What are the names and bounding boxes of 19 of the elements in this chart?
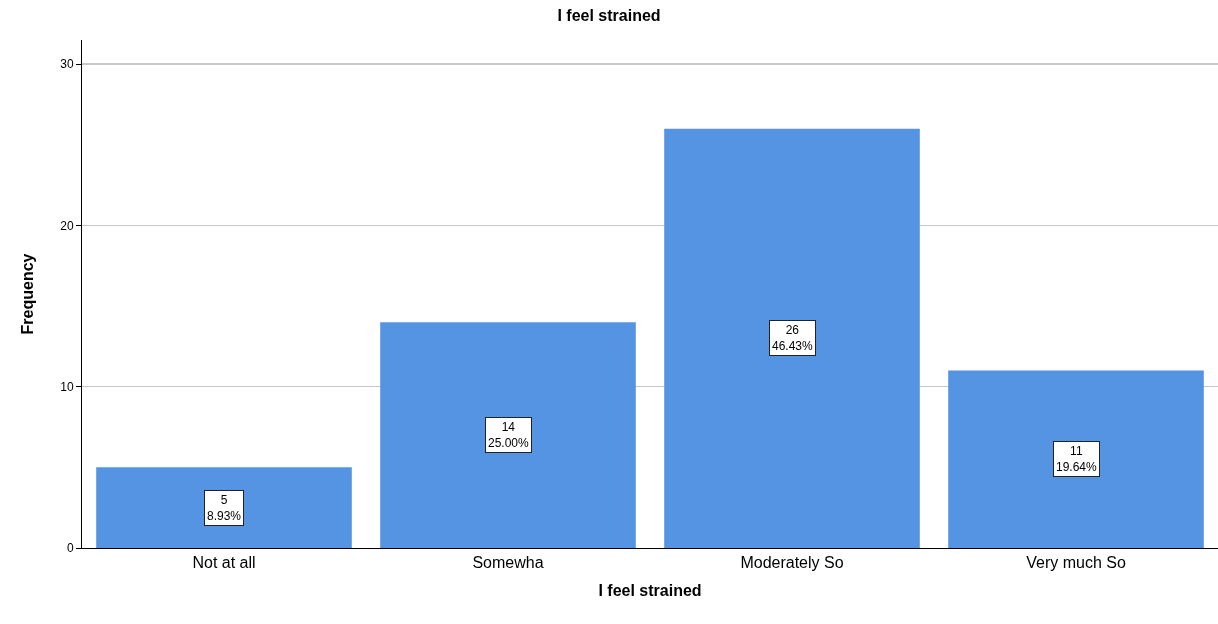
chart-title: I feel strained <box>557 6 661 24</box>
y-tick-label: 0 <box>66 541 74 556</box>
y-axis-title: Frequency <box>19 253 37 335</box>
x-tick-label: Not at all <box>192 554 256 572</box>
bar <box>948 370 1204 548</box>
data-label: 26 46.43% <box>772 323 814 353</box>
y-tick-label: 20 <box>60 218 74 233</box>
x-axis-title: I feel strained <box>598 581 702 599</box>
bar <box>96 467 352 548</box>
y-tick-label: 30 <box>60 57 74 72</box>
data-label: 14 25.00% <box>488 420 530 450</box>
x-tick-label: Moderately So <box>740 554 844 572</box>
bar <box>380 322 636 548</box>
y-tick-label: 10 <box>60 379 74 394</box>
x-tick-label: Somewha <box>472 554 544 572</box>
x-tick-label: Very much So <box>1026 554 1126 572</box>
bar <box>664 128 920 548</box>
data-label: 11 19.64% <box>1056 444 1098 474</box>
data-label: 5 8.93% <box>207 493 242 523</box>
